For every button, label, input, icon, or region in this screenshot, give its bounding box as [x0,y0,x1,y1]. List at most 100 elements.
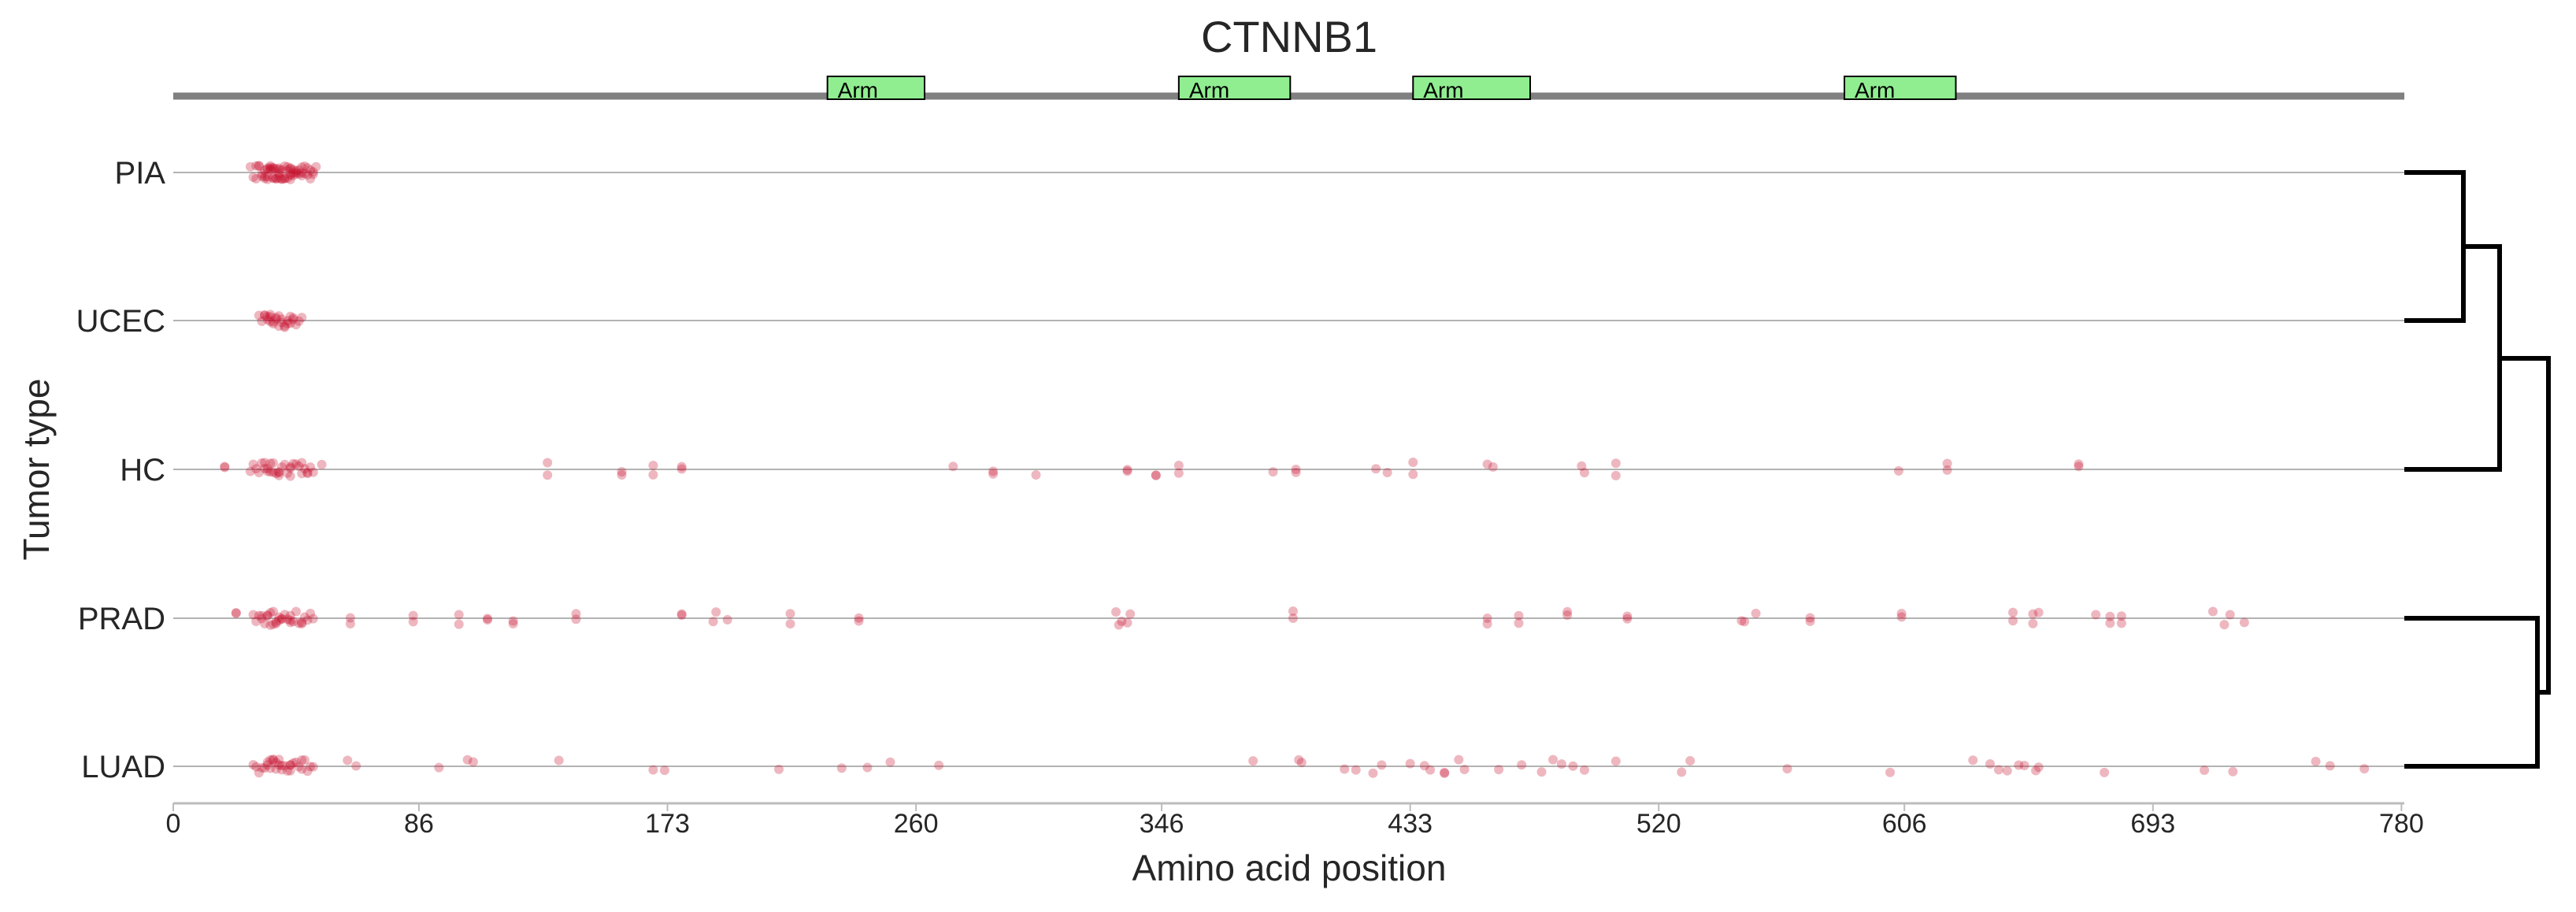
mutation-point-pia-34 [280,173,290,184]
mutation-point-pia-33 [276,174,287,184]
mutation-point-pia-41 [285,169,295,179]
mutation-point-luad-15 [276,760,287,770]
mutation-point-luad-59 [1517,760,1527,770]
mutation-points [220,161,2370,778]
mutation-point-hc-40 [648,460,658,470]
mutation-point-prad-2 [248,610,258,620]
mutation-point-luad-3 [257,762,267,773]
mutation-point-luad-31 [343,755,353,766]
domain-label-3: Arm [1855,78,1895,102]
mutation-point-hc-61 [1482,459,1492,469]
mutation-point-pia-10 [260,165,270,175]
mutation-point-hc-19 [276,462,287,473]
mutation-point-hc-5 [254,467,264,477]
mutation-point-luad-24 [294,762,304,772]
mutation-point-hc-0 [220,462,230,473]
mutation-point-hc-18 [274,467,284,477]
mutation-point-luad-53 [1425,765,1436,775]
mutation-point-hc-27 [294,461,304,471]
mutation-point-luad-28 [302,766,313,777]
mutation-point-pia-19 [268,163,278,173]
x-tick-label-173: 173 [645,809,690,839]
mutation-point-ucec-5 [262,312,272,322]
x-tick-label-433: 433 [1388,809,1433,839]
mutation-point-hc-8 [260,463,270,473]
mutation-point-hc-62 [1488,462,1498,472]
mutation-point-luad-71 [1985,758,1996,769]
mutation-point-prad-15 [271,618,281,628]
mutation-point-hc-46 [988,466,999,476]
mutation-point-prad-31 [302,615,313,625]
mutation-point-prad-77 [2008,616,2018,626]
mutation-point-prad-56 [1114,620,1124,630]
mutation-point-prad-67 [1562,606,1573,617]
mutation-point-prad-34 [345,619,355,629]
mutation-point-prad-41 [483,614,493,624]
row-label-prad: PRAD [78,602,165,636]
mutation-point-luad-55 [1440,768,1450,778]
mutation-point-pia-21 [268,163,278,173]
protein-domains: Arm Arm Arm Arm [826,76,1957,102]
mutation-point-luad-44 [1248,756,1258,766]
mutation-point-pia-1 [248,172,258,183]
mutation-point-hc-47 [1031,470,1041,480]
mutation-point-luad-51 [1405,758,1415,769]
mutation-point-pia-2 [251,174,261,184]
mutation-point-pia-58 [302,163,313,173]
mutation-point-prad-54 [854,616,864,626]
mutation-point-prad-75 [1896,609,1907,619]
domain-label-1: Arm [1189,78,1229,102]
mutation-point-ucec-21 [285,318,295,328]
mutation-point-pia-36 [280,173,290,184]
mutation-point-pia-35 [280,161,290,171]
mutation-point-luad-14 [274,760,284,770]
mutation-point-ucec-9 [268,319,278,329]
mutation-point-luad-37 [648,765,658,775]
row-label-luad: LUAD [81,750,165,784]
mutation-point-ucec-6 [265,312,276,322]
mutation-point-luad-34 [462,754,473,765]
mutation-point-hc-59 [1408,469,1418,480]
row-label-hc: HC [120,453,165,488]
mutation-point-prad-38 [454,610,464,620]
mutation-point-hc-65 [1610,458,1621,469]
mutation-point-luad-40 [836,763,847,773]
mutation-point-prad-81 [2033,607,2044,617]
x-axis-ticks: 0 86 173 260 346 433 520 606 693 780 [166,803,2424,839]
mutation-point-ucec-10 [268,317,278,327]
mutation-point-hc-56 [1291,467,1301,477]
mutation-point-prad-28 [297,617,307,628]
mutation-point-hc-63 [1577,461,1587,471]
mutation-point-hc-23 [285,462,295,472]
mutation-point-hc-50 [1151,470,1161,480]
mutation-point-luad-48 [1351,765,1361,775]
mutation-point-prad-86 [2116,618,2126,628]
mutation-point-prad-13 [268,606,278,617]
x-tick-label-260: 260 [894,809,939,839]
mutation-point-prad-5 [257,614,267,624]
mutation-point-prad-68 [1622,611,1633,621]
mutation-point-luad-22 [288,758,298,768]
mutation-point-hc-66 [1610,470,1621,480]
mutation-point-ucec-2 [260,310,270,320]
mutation-point-luad-75 [2019,760,2029,770]
mutation-point-pia-28 [274,168,284,178]
mutation-point-luad-23 [291,757,301,767]
mutation-point-hc-14 [268,458,278,468]
mutation-point-luad-45 [1294,754,1304,765]
x-tick-label-780: 780 [2379,809,2424,839]
mutation-point-ucec-15 [276,314,287,324]
mutation-point-pia-57 [299,169,309,179]
mutation-point-luad-38 [659,766,669,776]
mutation-point-prad-40 [483,614,493,625]
mutation-point-prad-29 [297,618,307,628]
mutation-point-prad-30 [299,612,309,622]
mutation-point-pia-56 [299,161,309,172]
mutation-point-prad-63 [1482,614,1492,624]
mutation-point-hc-67 [1893,465,1903,476]
mutation-point-prad-45 [571,614,581,625]
mutation-point-prad-44 [571,609,581,619]
mutation-point-luad-1 [251,762,261,772]
mutation-point-luad-19 [285,760,295,770]
mutation-point-pia-53 [297,171,307,181]
